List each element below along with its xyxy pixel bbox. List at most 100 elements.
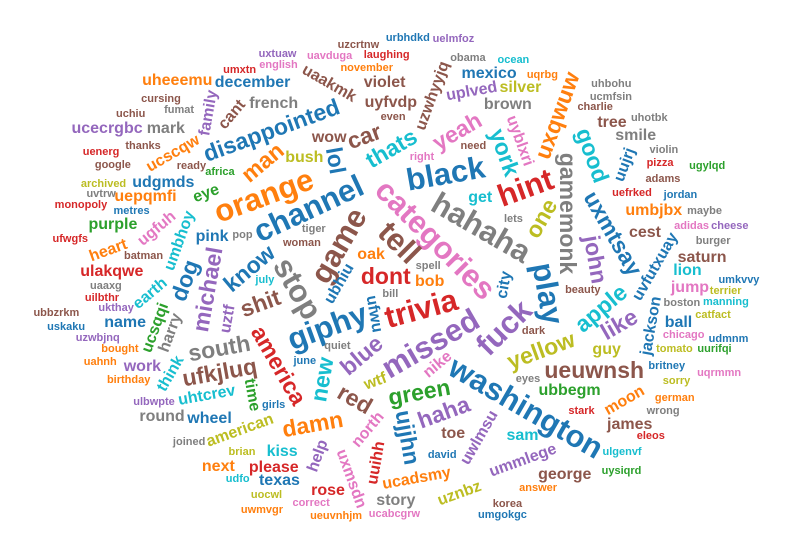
cloud-word-beauty: beauty: [565, 284, 601, 297]
cloud-word-bought: bought: [101, 343, 139, 356]
cloud-word-umbjbx: umbjbx: [625, 202, 683, 220]
cloud-word-uxtuaw: uxtuaw: [258, 48, 297, 61]
cloud-word-uzwbjnq: uzwbjnq: [75, 331, 120, 344]
cloud-word-brown: brown: [483, 95, 532, 113]
cloud-word-tomato: tomato: [656, 343, 693, 356]
cloud-word-bush: bush: [285, 148, 324, 166]
cloud-word-google: google: [94, 158, 131, 171]
cloud-word-david: david: [427, 448, 457, 461]
cloud-word-december: december: [214, 73, 291, 91]
cloud-word-brian: brian: [228, 446, 256, 459]
cloud-word-ucadsmy: ucadsmy: [381, 464, 453, 494]
cloud-word-ubbegm: ubbegm: [538, 381, 601, 399]
cloud-word-quiet: quiet: [324, 340, 351, 353]
cloud-word-july: july: [255, 274, 275, 287]
cloud-word-please: please: [248, 458, 299, 476]
cloud-word-adams: adams: [645, 173, 681, 186]
cloud-word-james: james: [607, 416, 653, 434]
cloud-word-thanks: thanks: [125, 139, 161, 152]
cloud-word-violet: violet: [363, 74, 406, 92]
cloud-word-sorry: sorry: [662, 375, 691, 388]
cloud-word-uqrmmn: uqrmmn: [697, 366, 742, 379]
cloud-word-german: german: [654, 391, 695, 404]
cloud-word-uznbz: uznbz: [435, 478, 484, 510]
cloud-word-heart: heart: [86, 235, 130, 266]
cloud-word-uzcrtnw: uzcrtnw: [337, 39, 380, 52]
cloud-word-ulakqwe: ulakqwe: [80, 262, 144, 280]
cloud-word-catfact: catfact: [695, 308, 731, 321]
cloud-word-pink: pink: [195, 227, 229, 245]
cloud-word-ukthay: ukthay: [98, 302, 134, 315]
cloud-word-john: john: [578, 233, 613, 287]
cloud-word-texas: texas: [258, 472, 300, 490]
cloud-word-ueuvnhjm: ueuvnhjm: [310, 509, 363, 522]
cloud-word-burger: burger: [695, 234, 731, 247]
cloud-word-ulgenvf: ulgenvf: [602, 446, 642, 459]
cloud-word-woman: woman: [282, 237, 321, 250]
cloud-word-george: george: [538, 465, 592, 483]
cloud-word-dont: dont: [360, 263, 411, 290]
cloud-word-uepqmfi: uepqmfi: [114, 188, 177, 206]
cloud-word-monopoly: monopoly: [54, 199, 108, 212]
cloud-word-time: time: [240, 377, 263, 413]
cloud-word-ulbwpte: ulbwpte: [133, 396, 175, 409]
cloud-word-sam: sam: [506, 427, 539, 445]
cloud-word-right: right: [409, 150, 435, 163]
cloud-word-obama: obama: [450, 51, 486, 64]
cloud-word-moon: moon: [600, 382, 648, 419]
cloud-word-umgokgc: umgokgc: [478, 508, 527, 521]
cloud-word-manning: manning: [702, 295, 749, 308]
cloud-word-uaaxg: uaaxg: [89, 279, 122, 292]
cloud-word-work: work: [123, 358, 162, 376]
cloud-word-udmnm: udmnm: [708, 332, 749, 345]
cloud-word-uhotbk: uhotbk: [630, 112, 668, 125]
cloud-word-saturn: saturn: [677, 249, 727, 267]
cloud-word-uztf: uztf: [217, 303, 239, 335]
cloud-word-ueuwnsh: ueuwnsh: [544, 356, 645, 383]
cloud-word-smile: smile: [615, 127, 657, 145]
cloud-word-wtf: wtf: [361, 369, 389, 394]
cloud-word-eyes: eyes: [515, 372, 541, 385]
cloud-word-terrier: terrier: [709, 284, 742, 297]
cloud-word-kiss: kiss: [266, 442, 298, 460]
cloud-word-bill: bill: [382, 288, 399, 301]
cloud-word-next: next: [201, 457, 235, 475]
cloud-word-cheese: cheese: [711, 220, 749, 232]
cloud-word-girls: girls: [262, 399, 286, 412]
cloud-word-pop: pop: [232, 228, 253, 241]
cloud-word-ucabcgrw: ucabcgrw: [368, 507, 421, 520]
cloud-word-laughing: laughing: [363, 49, 410, 62]
cloud-word-ufwgfs: ufwgfs: [52, 233, 88, 246]
cloud-word-even: even: [380, 111, 406, 124]
cloud-word-damn: damn: [280, 405, 346, 442]
cloud-word-french: french: [249, 95, 299, 113]
cloud-word-purple: purple: [88, 215, 138, 233]
cloud-word-africa: africa: [205, 166, 235, 179]
cloud-word-shit: shit: [236, 283, 284, 323]
cloud-word-tree: tree: [597, 113, 627, 131]
cloud-word-uysiqrd: uysiqrd: [601, 464, 642, 477]
cloud-word-june: june: [293, 354, 317, 367]
cloud-word-lets: lets: [503, 212, 523, 225]
cloud-word-uavduga: uavduga: [306, 49, 353, 62]
cloud-word-guy: guy: [592, 340, 621, 358]
cloud-word-answer: answer: [519, 481, 558, 494]
cloud-word-uenerg: uenerg: [82, 146, 120, 159]
cloud-word-november: november: [340, 62, 394, 75]
cloud-word-ugylqd: ugylqd: [689, 160, 726, 173]
cloud-word-cursing: cursing: [141, 93, 181, 106]
cloud-word-story: story: [376, 491, 416, 509]
cloud-word-ready: ready: [176, 160, 207, 173]
cloud-word-adidas: adidas: [674, 220, 709, 233]
cloud-word-wheel: wheel: [187, 410, 232, 428]
cloud-word-uefrked: uefrked: [612, 187, 652, 200]
cloud-word-britney: britney: [648, 360, 686, 373]
cloud-word-round: round: [139, 408, 185, 426]
cloud-word-uvtrw: uvtrw: [86, 187, 116, 200]
cloud-word-help: help: [303, 437, 332, 475]
cloud-word-archived: archived: [80, 177, 127, 190]
cloud-word-family: family: [196, 88, 222, 137]
cloud-word-ocean: ocean: [497, 54, 530, 67]
cloud-word-mexico: mexico: [461, 65, 517, 83]
cloud-word-uqrbg: uqrbg: [526, 69, 558, 82]
